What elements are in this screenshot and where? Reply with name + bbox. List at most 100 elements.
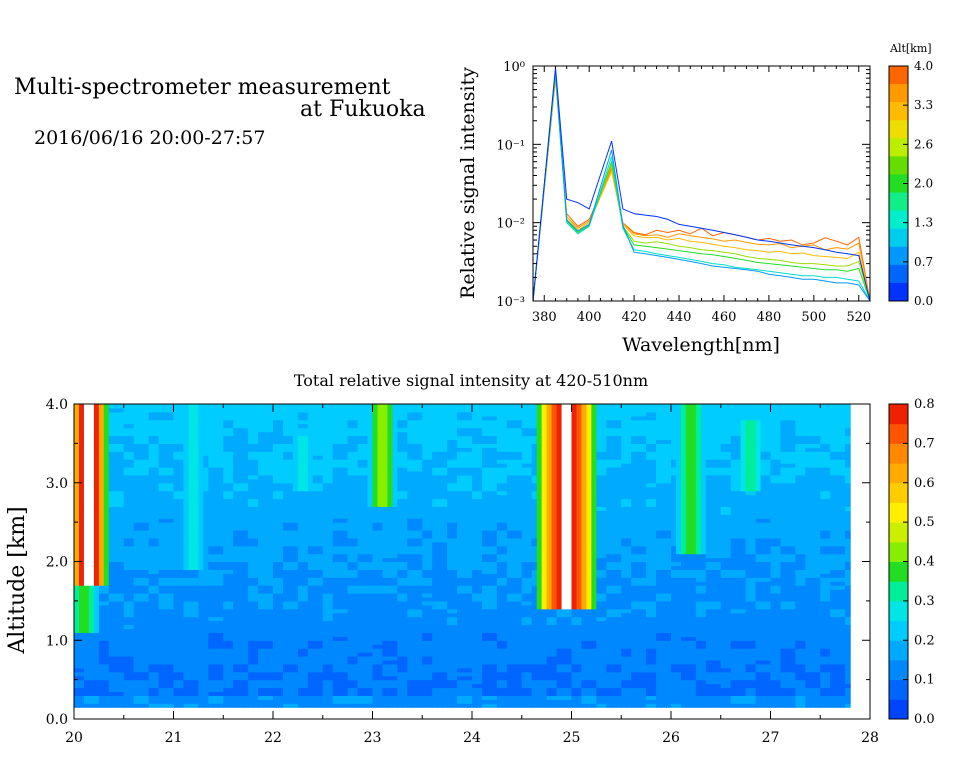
heatmap-cell xyxy=(213,577,219,582)
heatmap-cell xyxy=(178,573,185,578)
heatmap-cell xyxy=(362,608,369,614)
heatmap-cell xyxy=(98,687,105,693)
heatmap-cell xyxy=(133,569,140,574)
heatmap-cell xyxy=(357,620,364,626)
heatmap-cell xyxy=(277,596,284,602)
heatmap-cell xyxy=(342,478,349,484)
heatmap-cell xyxy=(188,474,195,480)
heatmap-cell xyxy=(238,498,244,504)
heatmap-cell xyxy=(347,435,354,441)
heatmap-cell xyxy=(337,636,344,641)
heatmap-cell xyxy=(233,624,239,630)
heatmap-cell xyxy=(372,667,379,673)
heatmap-cell xyxy=(78,470,85,476)
heatmap-cell xyxy=(382,589,389,594)
heatmap-cell xyxy=(258,699,264,704)
heatmap-cell xyxy=(347,703,354,708)
heatmap-cell xyxy=(357,545,364,551)
heatmap-cell xyxy=(273,514,279,519)
heatmap-cell xyxy=(78,616,85,622)
heatmap-cell xyxy=(273,482,279,488)
heatmap-cell xyxy=(322,561,329,567)
heatmap-cell xyxy=(143,455,150,460)
heatmap-cell xyxy=(143,561,150,567)
heatmap-cell xyxy=(273,569,279,574)
heatmap-cell xyxy=(263,699,269,704)
heatmap-cell xyxy=(208,537,214,543)
heatmap-cell xyxy=(163,589,170,594)
heatmap-cell xyxy=(243,455,249,460)
heatmap-cell xyxy=(277,652,284,657)
heatmap-cell xyxy=(108,415,115,421)
heatmap-cell xyxy=(238,687,244,693)
heatmap-cell xyxy=(198,510,204,515)
heatmap-cell xyxy=(317,486,324,492)
heatmap-cell xyxy=(327,589,334,594)
heatmap-cell xyxy=(362,691,369,696)
heatmap-cell xyxy=(317,474,324,480)
heatmap-cell xyxy=(297,522,304,527)
heatmap-cell xyxy=(183,620,190,626)
heatmap-cell xyxy=(277,411,284,417)
heatmap-cell xyxy=(362,569,369,574)
heatmap-cell xyxy=(297,553,304,559)
heatmap-cell xyxy=(352,620,359,626)
heatmap-cell xyxy=(148,699,155,704)
heatmap-cell xyxy=(118,577,125,582)
heatmap-cell xyxy=(327,415,334,421)
heatmap-cell xyxy=(128,518,135,523)
heatmap-cell xyxy=(198,478,204,484)
heatmap-cell xyxy=(203,439,209,444)
heatmap-cell xyxy=(327,573,334,578)
heatmap-cell xyxy=(168,494,175,500)
heatmap-cell xyxy=(297,640,304,645)
heatmap-cell xyxy=(332,663,339,669)
heatmap-cell xyxy=(93,663,100,669)
heatmap-cell xyxy=(83,659,90,665)
heatmap-cell xyxy=(198,502,204,507)
heatmap-cell xyxy=(322,419,329,425)
heatmap-cell xyxy=(83,561,90,567)
heatmap-cell xyxy=(263,522,269,527)
heatmap-cell xyxy=(163,679,170,685)
heatmap-cell xyxy=(108,663,115,669)
heatmap-cell xyxy=(223,585,229,590)
heatmap-cell xyxy=(372,644,379,649)
heatmap-cell xyxy=(193,427,199,433)
heatmap-cell xyxy=(263,671,269,677)
heatmap-cell xyxy=(347,632,354,637)
heatmap-cell xyxy=(243,431,249,437)
heatmap-cell xyxy=(118,470,125,476)
heatmap-cell xyxy=(327,687,334,693)
heatmap-cell xyxy=(98,604,105,610)
heatmap-cell xyxy=(307,671,314,677)
heatmap-cell xyxy=(357,514,364,519)
heatmap-cell xyxy=(158,486,165,492)
heatmap-cell xyxy=(83,573,90,578)
heatmap-cell xyxy=(332,612,339,618)
heatmap-cell xyxy=(88,569,95,574)
heatmap-cell xyxy=(357,663,364,669)
heatmap-cell xyxy=(263,593,269,598)
heatmap-cell xyxy=(113,593,120,598)
heatmap-cell xyxy=(377,581,384,586)
heatmap-cell xyxy=(372,419,379,425)
heatmap-cell xyxy=(377,545,384,551)
heatmap-cell xyxy=(188,675,195,681)
heatmap-cell xyxy=(183,506,190,511)
heatmap-cell xyxy=(98,419,105,425)
heatmap-cell xyxy=(258,557,264,563)
heatmap-cell xyxy=(118,667,125,673)
heatmap-cell xyxy=(287,577,294,582)
heatmap-cell xyxy=(88,561,95,567)
heatmap-cell xyxy=(113,451,120,456)
heatmap-cell xyxy=(173,470,180,476)
heatmap-cell xyxy=(282,498,289,504)
heatmap-cell xyxy=(302,585,309,590)
heatmap-cell xyxy=(128,652,135,657)
heatmap-cell xyxy=(183,604,190,610)
heatmap-cell xyxy=(268,573,274,578)
heatmap-cell xyxy=(327,608,334,614)
heatmap-cell xyxy=(342,561,349,567)
heatmap-cell xyxy=(292,431,299,437)
